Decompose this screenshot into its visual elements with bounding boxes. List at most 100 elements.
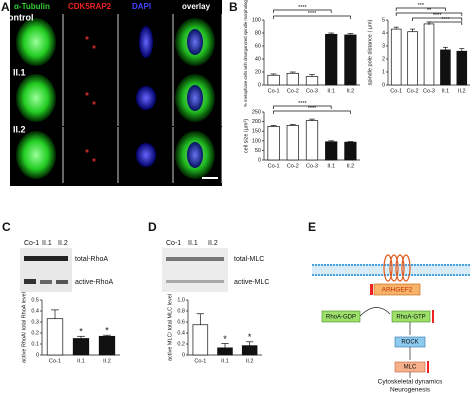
centrosome bbox=[85, 36, 89, 40]
band-label: active-MLC bbox=[234, 279, 269, 286]
y-tick-label: 0.3 bbox=[31, 319, 39, 325]
y-tick-label: 0.1 bbox=[31, 341, 39, 347]
micrographs bbox=[16, 14, 223, 183]
y-tick-label: 4 bbox=[382, 30, 385, 36]
row-label: II.1 bbox=[13, 67, 26, 77]
lane-label: II.2 bbox=[208, 240, 218, 247]
significance-label: ** bbox=[427, 8, 432, 14]
y-tick-label: 0 bbox=[182, 352, 185, 358]
bar bbox=[325, 141, 338, 161]
blot-band bbox=[24, 279, 36, 284]
band-label: active-RhoA bbox=[75, 279, 113, 286]
panel-label: D bbox=[148, 220, 157, 234]
mutation-marker bbox=[432, 310, 434, 323]
bar bbox=[192, 324, 209, 356]
bar bbox=[305, 76, 319, 86]
bar bbox=[267, 74, 280, 86]
y-tick-label: 40 bbox=[255, 56, 261, 62]
bar bbox=[46, 318, 64, 356]
x-tick-label: II.2 bbox=[347, 88, 355, 94]
bar bbox=[72, 338, 90, 356]
significance-bracket bbox=[273, 15, 351, 19]
y-tick-label: 3 bbox=[382, 43, 385, 49]
lane-label: II.1 bbox=[42, 240, 52, 247]
significance-label: * bbox=[248, 332, 252, 342]
bar bbox=[456, 50, 468, 86]
x-tick-label: Co-3 bbox=[306, 163, 318, 169]
x-tick-label: II.1 bbox=[77, 358, 85, 364]
x-tick-label: II.2 bbox=[103, 358, 111, 364]
significance-label: **** bbox=[441, 17, 450, 23]
column-header: overlay bbox=[182, 2, 211, 11]
centrosome bbox=[85, 92, 89, 96]
membrane bbox=[312, 254, 470, 282]
x-tick-label: Co-1 bbox=[268, 163, 280, 169]
chromatin bbox=[187, 85, 203, 111]
row-label: II.2 bbox=[13, 124, 26, 134]
y-tick-label: 0.4 bbox=[31, 308, 39, 314]
outcome: Cytoskeletal dynamics bbox=[378, 379, 443, 386]
bar bbox=[286, 125, 299, 161]
y-tick-label: 50 bbox=[255, 148, 261, 154]
significance-bracket bbox=[428, 21, 463, 25]
blot-band bbox=[40, 280, 52, 284]
significance-bracket bbox=[395, 12, 463, 16]
bar bbox=[217, 347, 233, 356]
bar bbox=[241, 345, 258, 356]
column-header: CDK5RAP2 bbox=[68, 2, 112, 11]
y-tick-label: 0.2 bbox=[31, 330, 39, 336]
x-tick-label: Co-2 bbox=[287, 163, 299, 169]
y-tick-label: 0.5 bbox=[31, 297, 39, 303]
x-tick-label: II.1 bbox=[327, 88, 335, 94]
x-tick-label: Co-1 bbox=[194, 358, 206, 364]
significance-bracket bbox=[273, 9, 332, 13]
blot-band bbox=[56, 280, 68, 284]
y-tick-label: 1.0 bbox=[177, 297, 185, 303]
node-box bbox=[391, 310, 431, 323]
node-box bbox=[321, 310, 361, 323]
column-header: α-Tubulin bbox=[14, 2, 50, 11]
blot-band bbox=[166, 280, 224, 283]
y-tick-label: 0 bbox=[36, 352, 39, 358]
bar bbox=[344, 34, 357, 86]
significance-label: **** bbox=[308, 11, 317, 17]
x-tick-label: II.2 bbox=[347, 163, 355, 169]
significance-bracket bbox=[395, 7, 446, 11]
lane-label: Co-1 bbox=[166, 240, 181, 247]
node-box bbox=[373, 283, 421, 296]
node-label: ARHGEF2 bbox=[382, 287, 413, 294]
bar bbox=[390, 28, 402, 86]
significance-bracket bbox=[273, 105, 332, 109]
panel-label: C bbox=[2, 220, 11, 234]
bar bbox=[407, 31, 418, 86]
column-header: DAPI bbox=[132, 2, 151, 11]
y-tick-label: 1 bbox=[382, 69, 385, 75]
mutation-marker bbox=[427, 361, 429, 373]
lane-label: II.2 bbox=[58, 240, 68, 247]
chromatin bbox=[139, 26, 153, 58]
bar bbox=[98, 335, 116, 356]
node-label: MLC bbox=[404, 365, 417, 371]
bar bbox=[305, 120, 319, 161]
significance-label: **** bbox=[433, 13, 442, 19]
centrosome bbox=[85, 149, 89, 153]
band-label: total-RhoA bbox=[75, 256, 108, 263]
x-tick-label: Co-3 bbox=[306, 88, 318, 94]
cell bbox=[16, 74, 56, 122]
lane-label: Co-1 bbox=[24, 240, 39, 247]
y-tick-label: 250 bbox=[252, 109, 261, 115]
y-tick-label: 150 bbox=[252, 129, 261, 135]
y-tick-label: 100 bbox=[252, 17, 261, 23]
panel-label: A bbox=[1, 0, 10, 14]
y-tick-label: 200 bbox=[252, 119, 261, 125]
blot bbox=[162, 248, 228, 292]
significance-label: **** bbox=[298, 5, 307, 11]
x-tick-label: Co-2 bbox=[407, 88, 419, 94]
y-tick-label: 20 bbox=[255, 69, 261, 75]
blot bbox=[20, 248, 72, 292]
bar bbox=[423, 23, 435, 86]
bar bbox=[325, 33, 338, 86]
bar bbox=[267, 126, 280, 161]
